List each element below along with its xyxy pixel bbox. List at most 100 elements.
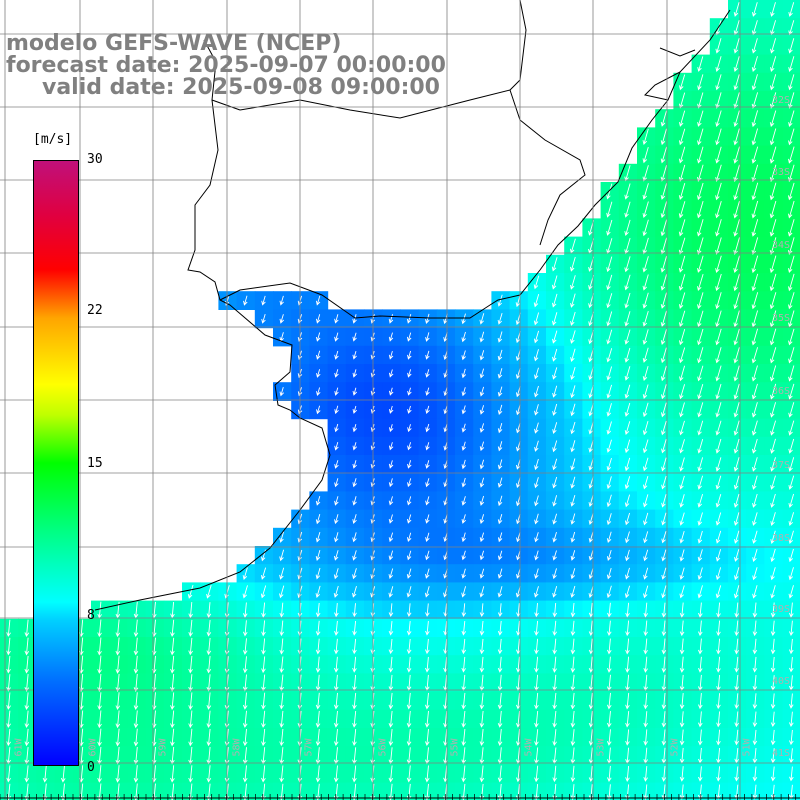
wind-arrow: [133, 765, 139, 783]
wind-arrow: [697, 128, 704, 146]
wind-arrow: [716, 784, 721, 800]
wind-arrow: [388, 765, 394, 783]
title-model: modelo GEFS-WAVE (NCEP): [6, 31, 342, 56]
wind-arrow: [770, 402, 777, 418]
wind-arrow: [406, 532, 412, 542]
wind-arrow: [752, 748, 758, 764]
wind-arrow: [570, 366, 576, 380]
wind-arrow: [570, 403, 576, 417]
wind-arrow: [660, 274, 668, 291]
wind-arrow: [352, 568, 357, 580]
wind-arrow: [661, 784, 667, 800]
wind-arrow: [734, 602, 740, 618]
lon-label: 58W: [231, 738, 243, 757]
wind-arrow: [552, 531, 557, 543]
wind-arrow: [697, 56, 704, 72]
wind-arrow: [697, 711, 703, 728]
wind-arrow: [733, 56, 740, 72]
wind-arrow: [679, 620, 685, 637]
wind-arrow: [625, 692, 630, 710]
wind-arrow: [570, 692, 576, 710]
wind-arrow: [643, 638, 648, 655]
wind-arrow: [279, 620, 284, 637]
wind-arrow: [516, 620, 521, 636]
wind-arrow: [660, 237, 668, 255]
wind-arrow: [733, 292, 740, 310]
wind-arrow: [352, 638, 357, 655]
wind-arrow: [606, 201, 613, 218]
wind-arrow: [715, 512, 722, 526]
wind-arrow: [769, 92, 777, 109]
wind-arrow: [752, 638, 758, 655]
wind-arrow: [679, 567, 685, 580]
title-valid-date: valid date: 2025-09-08 09:00:00: [42, 75, 440, 100]
lat-label: 33S: [772, 167, 791, 178]
wind-arrow: [352, 729, 357, 747]
wind-arrow: [625, 784, 630, 800]
wind-arrow: [697, 567, 703, 580]
wind-arrow: [97, 710, 102, 729]
wind-arrow: [315, 295, 321, 306]
wind-arrow: [6, 747, 11, 765]
wind-arrow: [751, 328, 759, 346]
wind-arrow: [751, 273, 759, 292]
wind-arrow: [352, 514, 357, 525]
wind-arrow: [751, 402, 758, 418]
wind-arrow: [479, 656, 485, 673]
wind-arrow: [479, 586, 485, 598]
wind-arrow: [679, 530, 685, 544]
wind-arrow: [97, 692, 102, 711]
wind-arrow: [697, 365, 704, 382]
wind-arrow: [678, 255, 686, 273]
wind-arrow: [770, 784, 776, 800]
wind-arrow: [715, 255, 722, 273]
wind-arrow: [242, 728, 248, 747]
wind-arrow: [388, 586, 394, 598]
wind-arrow: [770, 711, 776, 728]
wind-arrow: [406, 603, 412, 618]
wind-arrow: [533, 275, 540, 290]
wind-arrow: [188, 710, 193, 729]
wind-arrow: [624, 384, 631, 399]
lat-label: 41S: [772, 748, 791, 759]
wind-arrow: [534, 422, 539, 434]
wind-arrow: [770, 548, 776, 563]
wind-arrow: [697, 530, 703, 544]
wind-arrow: [715, 493, 722, 508]
wind-arrow: [570, 638, 576, 655]
wind-arrow: [333, 585, 339, 598]
wind-arrow: [352, 460, 357, 469]
wind-arrow: [643, 711, 648, 728]
wind-arrow: [479, 495, 485, 506]
wind-arrow: [788, 638, 794, 655]
wind-arrow: [479, 729, 485, 747]
wind-arrow: [279, 710, 284, 728]
wind-arrow: [552, 729, 557, 746]
wind-arrow: [679, 585, 685, 599]
wind-arrow: [733, 38, 740, 54]
lon-label: 54W: [523, 738, 535, 757]
wind-arrow: [551, 275, 558, 290]
wind-arrow: [697, 92, 704, 109]
wind-arrow: [315, 656, 321, 673]
wind-arrow: [570, 275, 576, 290]
wind-arrow: [697, 200, 704, 219]
wind-arrow: [734, 620, 739, 637]
wind-arrow: [406, 621, 412, 636]
wind-arrow: [334, 314, 339, 324]
wind-arrow: [425, 423, 430, 433]
wind-arrow: [769, 273, 777, 292]
wind-arrow: [388, 603, 394, 618]
wind-arrow: [497, 710, 503, 728]
wind-arrow: [624, 585, 631, 599]
wind-arrow: [206, 710, 212, 729]
wind-arrow: [697, 602, 703, 618]
wind-arrow: [352, 423, 358, 433]
wind-arrow: [425, 568, 430, 579]
wind-arrow: [133, 710, 139, 729]
wind-arrow: [751, 128, 759, 146]
wind-arrow: [752, 693, 758, 710]
wind-arrow: [624, 366, 631, 381]
wind-arrow: [352, 405, 358, 414]
